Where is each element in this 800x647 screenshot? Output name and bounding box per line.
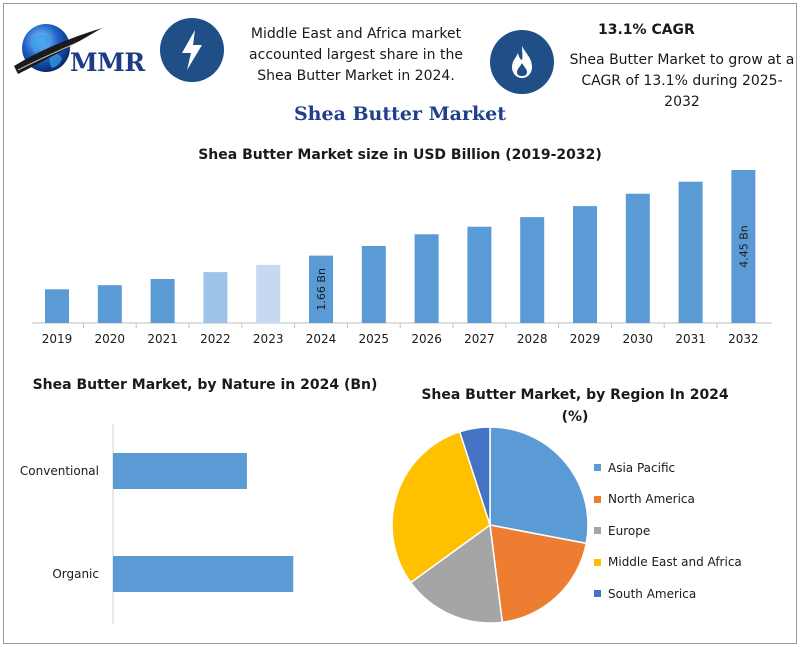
bar-organic [113, 556, 294, 592]
data-label-2032: 4.45 Bn [737, 225, 750, 268]
legend-label: Asia Pacific [608, 460, 676, 475]
x-tick-label: 2020 [95, 332, 126, 346]
nature-bar-chart: Conventional Organic [20, 424, 294, 624]
legend-swatch [594, 558, 601, 566]
pie-slice-middle-east-and-africa [391, 430, 491, 584]
x-tick-label: 2026 [411, 332, 442, 346]
legend-item: Europe [594, 515, 742, 547]
flame-icon [512, 46, 532, 78]
pie-slice-asia-pacific [489, 426, 589, 545]
category-label: Organic [52, 567, 99, 581]
x-tick-label: 2030 [623, 332, 654, 346]
outer-frame [3, 3, 797, 644]
pie-slice-south-america [458, 426, 491, 526]
x-tick-label: 2025 [359, 332, 390, 346]
category-label: Conventional [20, 464, 99, 478]
region-chart-title: Shea Butter Market, by Region In 2024 (%… [421, 387, 729, 425]
bar-2022 [203, 272, 228, 323]
legend-swatch [594, 464, 601, 472]
bar-2025 [361, 245, 386, 323]
legend-swatch [594, 495, 601, 503]
mmr-logo [10, 14, 150, 86]
info-text-cagr: Shea Butter Market to grow at a CAGR of … [569, 52, 795, 110]
bar-conventional [113, 453, 247, 489]
pie-slice-europe [409, 523, 504, 624]
globe-icon [14, 24, 102, 74]
bar-2020 [97, 285, 122, 323]
lightning-icon [182, 30, 202, 70]
x-tick-label: 2032 [728, 332, 759, 346]
x-tick-label: 2022 [200, 332, 231, 346]
main-title: Shea Butter Market [293, 103, 507, 125]
x-tick-label: 2023 [253, 332, 284, 346]
bar-2023 [256, 264, 281, 323]
legend-label: North America [608, 492, 695, 507]
pie-legend: Asia Pacific North America Europe Middle Ea… [594, 452, 742, 610]
bar-2028 [520, 217, 545, 323]
bar-2026 [414, 234, 439, 323]
legend-item: Middle East and Africa [594, 547, 742, 579]
x-tick-label: 2029 [570, 332, 601, 346]
legend-item: South America [594, 578, 742, 610]
region-pie-chart [391, 426, 589, 624]
bar-2031 [678, 181, 703, 323]
bar-2030 [625, 193, 650, 323]
legend-label: Middle East and Africa [608, 555, 742, 570]
pie-slice-north-america [489, 524, 588, 624]
legend-label: Europe [608, 523, 651, 538]
x-tick-label: 2031 [675, 332, 706, 346]
market-size-bar-chart: 2019 2020 2021 2022 2023 2024 2025 2026 2027 2028… [32, 170, 772, 346]
legend-swatch [594, 527, 601, 535]
legend-item: North America [594, 484, 742, 516]
legend-swatch [594, 590, 601, 598]
bar-chart-title: Shea Butter Market size in USD Billion (… [198, 147, 602, 163]
x-tick-label: 2027 [464, 332, 495, 346]
bar-2024 [309, 255, 333, 323]
legend-label: South America [608, 586, 697, 601]
lightning-badge [160, 18, 224, 82]
x-tick-label: 2024 [306, 332, 337, 346]
bar-2019 [45, 289, 69, 323]
info-text-region: Middle East and Africa market accounted … [249, 26, 463, 84]
x-tick-label: 2019 [42, 332, 73, 346]
flame-badge [490, 30, 554, 94]
x-tick-label: 2028 [517, 332, 548, 346]
bar-2032 [731, 170, 756, 323]
bar-2021 [150, 278, 175, 323]
bar-2027 [467, 226, 492, 323]
cagr-title: 13.1% CAGR [598, 22, 695, 38]
legend-item: Asia Pacific [594, 452, 742, 484]
bar-2029 [573, 206, 597, 323]
logo-text: MMR [70, 48, 145, 77]
nature-chart-title: Shea Butter Market, by Nature in 2024 (B… [32, 377, 378, 393]
x-tick-label: 2021 [147, 332, 178, 346]
data-label-2024: 1.66 Bn [315, 268, 328, 311]
